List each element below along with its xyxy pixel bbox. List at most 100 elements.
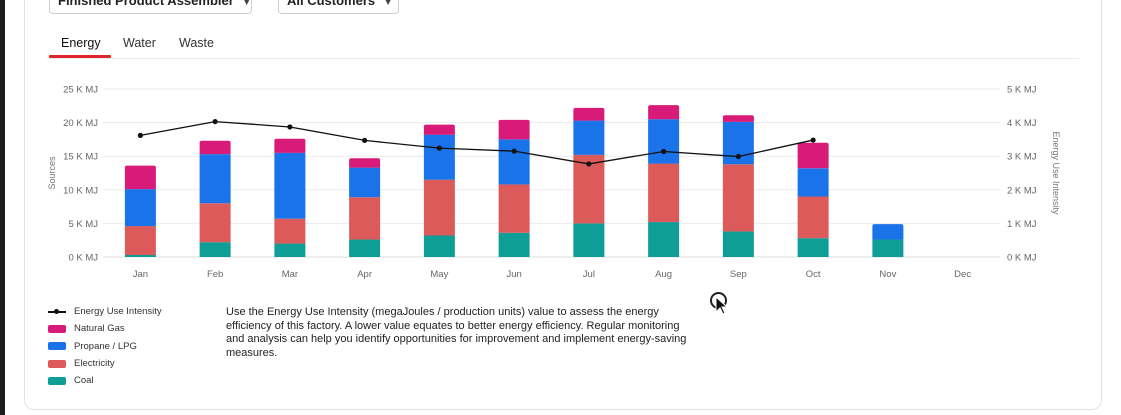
legend-label: Energy Use Intensity	[74, 306, 162, 318]
bar-segment-coal	[199, 242, 231, 257]
x-tick-label: Nov	[879, 269, 896, 280]
active-tab-indicator	[49, 55, 111, 58]
x-tick-label: May	[430, 269, 448, 280]
factory-select-label: Finished Product Assembler	[58, 0, 234, 8]
bar-segment-propane-lpg	[573, 120, 605, 155]
bar-segment-electricity	[274, 218, 306, 244]
bar-segment-coal	[573, 223, 605, 257]
bar-segment-propane-lpg	[124, 189, 156, 227]
customer-select-label: All Customers	[287, 0, 376, 8]
x-tick-label: Jul	[583, 269, 595, 280]
legend-item-electricity: Electricity	[48, 355, 162, 372]
bar-segment-natural-gas	[722, 115, 754, 122]
bar-segment-coal	[274, 243, 306, 257]
legend-label: Natural Gas	[74, 323, 125, 335]
bar-segment-coal	[722, 231, 754, 257]
y2-tick-label: 2 K MJ	[1007, 185, 1037, 196]
legend-label: Propane / LPG	[74, 340, 137, 352]
bar-segment-coal	[498, 232, 530, 257]
intensity-line	[140, 120, 814, 165]
y-tick-label: 25 K MJ	[63, 85, 98, 96]
bar-segment-electricity	[349, 197, 381, 240]
y2-tick-label: 5 K MJ	[1007, 85, 1037, 96]
y-tick-label: 5 K MJ	[68, 219, 98, 230]
chevron-down-icon: ▼	[241, 0, 252, 8]
bar-segment-coal	[648, 222, 680, 257]
x-tick-label: Feb	[207, 269, 223, 280]
y2-tick-label: 4 K MJ	[1007, 118, 1037, 129]
bar-segment-propane-lpg	[872, 224, 904, 240]
bar-segment-coal	[797, 238, 829, 257]
y-tick-label: 20 K MJ	[63, 118, 98, 129]
x-tick-label: Apr	[357, 269, 372, 280]
intensity-point	[212, 118, 218, 125]
bar-segment-natural-gas	[274, 138, 306, 153]
y2-tick-label: 0 K MJ	[1007, 253, 1037, 264]
bar-segment-electricity	[797, 196, 829, 239]
intensity-point	[586, 161, 592, 167]
bar-segment-natural-gas	[423, 124, 455, 135]
bar-segment-electricity	[199, 203, 231, 243]
bar-segment-propane-lpg	[423, 134, 455, 180]
bar-segment-electricity	[423, 179, 455, 236]
intensity-point	[362, 137, 368, 144]
x-tick-label: Dec	[954, 269, 971, 280]
legend-item-coal: Coal	[48, 372, 162, 389]
tab-energy[interactable]: Energy	[61, 36, 101, 50]
mouse-pointer-icon	[715, 296, 729, 315]
y-tick-label: 0 K MJ	[68, 253, 98, 264]
bar-segment-natural-gas	[573, 107, 605, 121]
bar-segment-natural-gas	[199, 140, 231, 155]
bar-segment-coal	[124, 254, 156, 257]
y-tick-label: 10 K MJ	[63, 185, 98, 196]
bar-segment-electricity	[498, 184, 530, 233]
legend-item-natural-gas: Natural Gas	[48, 320, 162, 337]
tab-divider	[49, 58, 1079, 59]
intensity-point	[661, 148, 667, 155]
factory-select[interactable]: Finished Product Assembler ▼	[49, 0, 252, 14]
bar-segment-propane-lpg	[797, 168, 829, 197]
bar-segment-natural-gas	[797, 142, 829, 169]
intensity-point	[287, 124, 293, 130]
tab-waste[interactable]: Waste	[179, 36, 214, 50]
x-tick-label: Mar	[282, 269, 298, 280]
intensity-point	[436, 145, 442, 151]
window-left-edge	[0, 0, 5, 415]
x-tick-label: Sep	[730, 269, 747, 280]
bar-segment-propane-lpg	[648, 119, 680, 164]
bar-segment-propane-lpg	[349, 167, 381, 198]
y2-tick-label: 3 K MJ	[1007, 152, 1037, 163]
bar-segment-coal	[423, 235, 455, 257]
electricity-swatch	[48, 359, 66, 368]
tab-water[interactable]: Water	[123, 36, 156, 50]
legend-item-propane: Propane / LPG	[48, 338, 162, 355]
natural-gas-swatch	[48, 324, 66, 333]
bar-segment-electricity	[124, 226, 156, 255]
bar-segment-propane-lpg	[274, 152, 306, 219]
line-marker-icon	[48, 307, 66, 316]
bar-segment-coal	[872, 239, 904, 257]
energy-intensity-description: Use the Energy Use Intensity (megaJoules…	[226, 306, 687, 359]
legend-label: Coal	[74, 375, 94, 387]
bar-segment-natural-gas	[349, 158, 381, 168]
energy-chart: 0 K MJ 0 K MJ 5 K MJ 1 K MJ 10 K MJ 2 K MJ 15 …	[47, 85, 1061, 281]
x-tick-label: Jan	[133, 269, 148, 280]
y-tick-label: 15 K MJ	[63, 152, 98, 163]
chart-legend: Energy Use Intensity Natural Gas Propane…	[48, 303, 162, 389]
intensity-point	[137, 132, 143, 138]
propane-swatch	[48, 342, 66, 351]
bar-segment-electricity	[722, 164, 754, 232]
customer-select[interactable]: All Customers ▼	[278, 0, 399, 14]
legend-label: Electricity	[74, 358, 115, 370]
bar-segment-natural-gas	[124, 165, 156, 190]
bar-segment-natural-gas	[648, 105, 680, 120]
intensity-point	[810, 137, 816, 143]
bar-segment-propane-lpg	[498, 139, 530, 185]
bar-segment-electricity	[648, 163, 680, 223]
x-tick-label: Aug	[655, 269, 672, 280]
bar-segment-natural-gas	[498, 119, 530, 140]
x-tick-label: Jun	[506, 269, 521, 280]
chevron-down-icon: ▼	[383, 0, 394, 8]
intensity-point	[511, 148, 517, 154]
y-axis-title: Sources	[47, 156, 57, 190]
